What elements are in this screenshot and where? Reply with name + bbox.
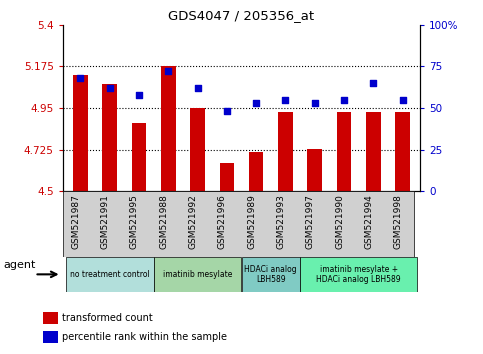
Text: agent: agent <box>3 261 36 270</box>
Text: GSM521992: GSM521992 <box>188 194 198 249</box>
Text: GSM521993: GSM521993 <box>276 194 285 249</box>
Text: percentile rank within the sample: percentile rank within the sample <box>62 332 227 342</box>
Bar <box>307 149 322 191</box>
Text: transformed count: transformed count <box>62 313 153 323</box>
Text: GSM521994: GSM521994 <box>364 194 373 249</box>
Bar <box>249 152 263 191</box>
Text: imatinib mesylate: imatinib mesylate <box>163 270 232 279</box>
Bar <box>278 112 293 191</box>
Bar <box>190 108 205 191</box>
Text: GSM521991: GSM521991 <box>100 194 110 249</box>
Bar <box>132 123 146 191</box>
Text: GSM521987: GSM521987 <box>71 194 80 249</box>
Text: GSM521996: GSM521996 <box>218 194 227 249</box>
Bar <box>242 257 300 292</box>
Text: GSM521989: GSM521989 <box>247 194 256 249</box>
Point <box>76 75 84 81</box>
Point <box>311 100 319 106</box>
Text: GSM521990: GSM521990 <box>335 194 344 249</box>
Point <box>369 80 377 86</box>
Bar <box>366 112 381 191</box>
Title: GDS4047 / 205356_at: GDS4047 / 205356_at <box>169 9 314 22</box>
Bar <box>43 331 58 343</box>
Text: GSM521995: GSM521995 <box>130 194 139 249</box>
Bar <box>337 112 351 191</box>
Text: imatinib mesylate +
HDACi analog LBH589: imatinib mesylate + HDACi analog LBH589 <box>316 265 401 284</box>
Point <box>399 97 407 103</box>
Point <box>340 97 348 103</box>
Point <box>164 69 172 74</box>
Point <box>282 97 289 103</box>
Point <box>223 108 231 114</box>
Bar <box>220 164 234 191</box>
Point <box>252 100 260 106</box>
Bar <box>154 257 242 292</box>
Text: GSM521998: GSM521998 <box>394 194 403 249</box>
Bar <box>102 84 117 191</box>
Bar <box>73 75 88 191</box>
Bar <box>43 312 58 324</box>
Point <box>135 92 143 97</box>
Bar <box>300 257 417 292</box>
Bar <box>161 67 176 191</box>
Bar <box>66 257 154 292</box>
Text: no treatment control: no treatment control <box>70 270 150 279</box>
Text: GSM521988: GSM521988 <box>159 194 168 249</box>
Text: GSM521997: GSM521997 <box>306 194 315 249</box>
Point <box>194 85 201 91</box>
Point <box>106 85 114 91</box>
Bar <box>395 112 410 191</box>
Text: HDACi analog
LBH589: HDACi analog LBH589 <box>244 265 297 284</box>
